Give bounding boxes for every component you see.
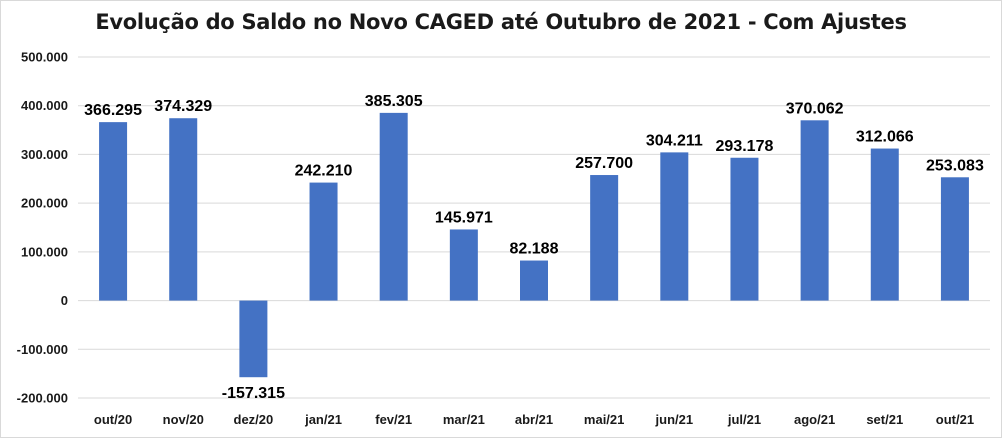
y-tick-label: 0 (61, 293, 68, 308)
data-label: 257.700 (575, 155, 633, 172)
bar-nov-20 (169, 118, 198, 301)
bar-fev-21 (379, 112, 408, 301)
bar-ago-21 (800, 120, 829, 301)
bar-jul-21 (730, 157, 759, 301)
bar-out-20 (99, 122, 128, 301)
x-tick-label: nov/20 (163, 412, 204, 427)
x-tick-label: mai/21 (584, 412, 624, 427)
y-tick-label: -100.000 (17, 342, 68, 357)
bar-mai-21 (590, 175, 619, 301)
data-label: 312.066 (856, 129, 914, 146)
x-tick-label: abr/21 (515, 412, 553, 427)
data-label: 242.210 (295, 163, 353, 180)
x-tick-label: ago/21 (794, 412, 835, 427)
bar-jan-21 (309, 182, 338, 301)
bar-set-21 (870, 148, 899, 301)
data-label: 385.305 (365, 93, 423, 110)
y-tick-label: 200.000 (21, 196, 68, 211)
data-label: 366.295 (84, 102, 142, 119)
x-tick-label: set/21 (866, 412, 903, 427)
bar-mar-21 (449, 229, 478, 301)
data-label: 293.178 (716, 138, 774, 155)
y-tick-label: 400.000 (21, 98, 68, 113)
chart-title: Evolução do Saldo no Novo CAGED até Outu… (95, 10, 907, 34)
bar-jun-21 (660, 152, 689, 301)
bar-out-21 (940, 177, 969, 301)
x-tick-label: fev/21 (375, 412, 412, 427)
y-tick-label: -200.000 (17, 391, 68, 406)
x-tick-label: jan/21 (304, 412, 342, 427)
x-tick-label: dez/20 (234, 412, 274, 427)
y-tick-label: 500.000 (21, 50, 68, 65)
y-tick-label: 300.000 (21, 147, 68, 162)
data-label: -157.315 (222, 385, 285, 402)
x-tick-label: jun/21 (655, 412, 694, 427)
data-label: 370.062 (786, 100, 844, 117)
bar-dez-20 (239, 300, 268, 378)
data-label: 374.329 (154, 98, 212, 115)
data-label: 304.211 (646, 132, 703, 149)
data-label: 82.188 (510, 241, 559, 258)
bar-abr-21 (520, 260, 548, 301)
x-tick-label: out/21 (936, 412, 974, 427)
y-tick-label: 100.000 (21, 244, 68, 259)
x-tick-label: jul/21 (727, 412, 761, 427)
x-tick-label: mar/21 (443, 412, 485, 427)
data-label: 145.971 (435, 209, 493, 226)
x-tick-label: out/20 (94, 412, 132, 427)
data-label: 253.083 (926, 157, 984, 174)
